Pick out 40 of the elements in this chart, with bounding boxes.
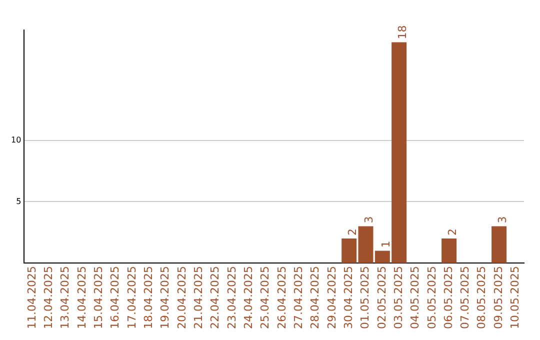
- x-tick-label: 09.05.2025: [492, 266, 505, 330]
- x-tick-label: 27.04.2025: [292, 266, 305, 330]
- x-tick-label: 14.04.2025: [75, 266, 88, 330]
- x-tick-label: 25.04.2025: [258, 266, 272, 330]
- x-tick-label: 20.04.2025: [175, 266, 188, 330]
- x-tick-label: 22.04.2025: [208, 266, 222, 330]
- x-tick-label: 03.05.2025: [392, 266, 405, 330]
- x-tick-label: 04.05.2025: [408, 266, 422, 330]
- x-tick-label: 12.04.2025: [42, 266, 56, 330]
- x-tick-label: 06.05.2025: [442, 266, 455, 330]
- y-tick-label: 5: [16, 196, 22, 206]
- data-label: 2: [346, 228, 359, 236]
- x-tick-label: 01.05.2025: [358, 266, 372, 330]
- x-tick-label: 26.04.2025: [275, 266, 288, 330]
- x-tick-label: 29.04.2025: [325, 266, 338, 330]
- x-tick-label: 05.05.2025: [425, 266, 438, 330]
- x-tick-label: 18.04.2025: [142, 266, 155, 330]
- x-tick-label: 10.05.2025: [508, 266, 522, 330]
- x-tick-label: 24.04.2025: [242, 266, 255, 330]
- x-tick-label: 28.04.2025: [308, 266, 322, 330]
- bar: [492, 226, 507, 264]
- x-tick-label: 07.05.2025: [458, 266, 472, 330]
- x-tick-label: 16.04.2025: [108, 266, 122, 330]
- data-label: 2: [446, 228, 459, 236]
- x-tick-label: 15.04.2025: [92, 266, 106, 330]
- x-tick-label: 19.04.2025: [158, 266, 172, 330]
- x-tick-label: 02.05.2025: [375, 266, 388, 330]
- x-tick-label: 23.04.2025: [225, 266, 238, 330]
- data-label: 3: [362, 216, 376, 224]
- x-tick-label: 21.04.2025: [192, 266, 205, 330]
- x-tick-label: 13.04.2025: [58, 266, 72, 330]
- data-label: 18: [396, 25, 409, 40]
- x-tick-label: 30.04.2025: [342, 266, 355, 330]
- y-tick-label: 10: [10, 135, 22, 144]
- x-tick-label: 17.04.2025: [125, 266, 138, 330]
- x-tick-label: 08.05.2025: [475, 266, 488, 330]
- bar: [442, 238, 457, 264]
- x-tick-label: 11.04.2025: [25, 266, 38, 330]
- data-label: 3: [496, 216, 509, 224]
- data-label: 1: [379, 240, 392, 248]
